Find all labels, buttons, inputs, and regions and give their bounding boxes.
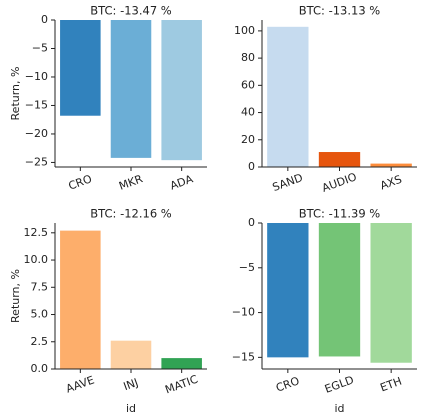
y-tick-label: −15 bbox=[232, 350, 255, 363]
y-tick-label: 100 bbox=[234, 24, 255, 37]
y-tick-label: 0 bbox=[41, 13, 48, 26]
bar bbox=[267, 26, 309, 167]
x-tick-label: CRO bbox=[67, 172, 94, 193]
y-tick-label: 7.5 bbox=[31, 280, 49, 293]
x-axis-label: id bbox=[126, 402, 136, 415]
y-tick-label: 0.0 bbox=[31, 362, 49, 375]
x-tick-label: MKR bbox=[117, 172, 145, 193]
y-tick-label: 12.5 bbox=[24, 226, 49, 239]
bar bbox=[60, 230, 101, 369]
y-tick-label: −10 bbox=[25, 70, 48, 83]
x-tick-label: SAND bbox=[271, 171, 305, 194]
bar bbox=[110, 20, 152, 158]
bar bbox=[60, 20, 101, 116]
x-tick-label: AXS bbox=[378, 173, 403, 193]
y-tick-label: −20 bbox=[25, 127, 48, 140]
bar bbox=[370, 163, 412, 167]
y-tick-label: 2.5 bbox=[31, 335, 49, 348]
y-tick-label: 0 bbox=[248, 160, 255, 173]
x-tick-label: INJ bbox=[122, 376, 140, 393]
bar bbox=[161, 358, 202, 369]
y-tick-label: −15 bbox=[25, 98, 48, 111]
y-axis-label: Return, % bbox=[9, 269, 22, 323]
y-tick-label: 60 bbox=[241, 78, 255, 91]
y-tick-label: 5.0 bbox=[31, 308, 49, 321]
y-axis-label: Return, % bbox=[9, 67, 22, 121]
y-tick-label: 40 bbox=[241, 106, 255, 119]
x-tick-label: CRO bbox=[274, 374, 301, 395]
chart-title: BTC: -13.47 % bbox=[90, 4, 172, 18]
bar bbox=[370, 223, 412, 363]
chart-title: BTC: -13.13 % bbox=[299, 4, 381, 18]
y-tick-label: −25 bbox=[25, 155, 48, 168]
chart-title: BTC: -12.16 % bbox=[90, 207, 172, 221]
y-tick-label: −10 bbox=[232, 306, 255, 319]
y-tick-label: 20 bbox=[241, 133, 255, 146]
x-tick-label: AAVE bbox=[64, 373, 96, 395]
x-tick-label: ADA bbox=[168, 172, 195, 192]
bar bbox=[110, 340, 152, 369]
y-tick-label: 10.0 bbox=[24, 253, 49, 266]
y-tick-label: 0 bbox=[248, 216, 255, 229]
x-tick-label: ETH bbox=[378, 375, 403, 395]
bar bbox=[318, 152, 361, 167]
bar bbox=[267, 223, 309, 358]
y-tick-label: −5 bbox=[32, 41, 48, 54]
x-tick-label: AUDIO bbox=[320, 170, 359, 195]
chart-title: BTC: -11.39 % bbox=[299, 207, 381, 221]
bar bbox=[318, 223, 361, 357]
x-axis-label: id bbox=[334, 402, 344, 415]
y-tick-label: 80 bbox=[241, 51, 255, 64]
x-tick-label: EGLD bbox=[323, 373, 356, 396]
y-tick-label: −5 bbox=[239, 261, 255, 274]
x-tick-label: MATIC bbox=[163, 373, 200, 397]
bar bbox=[161, 20, 202, 161]
